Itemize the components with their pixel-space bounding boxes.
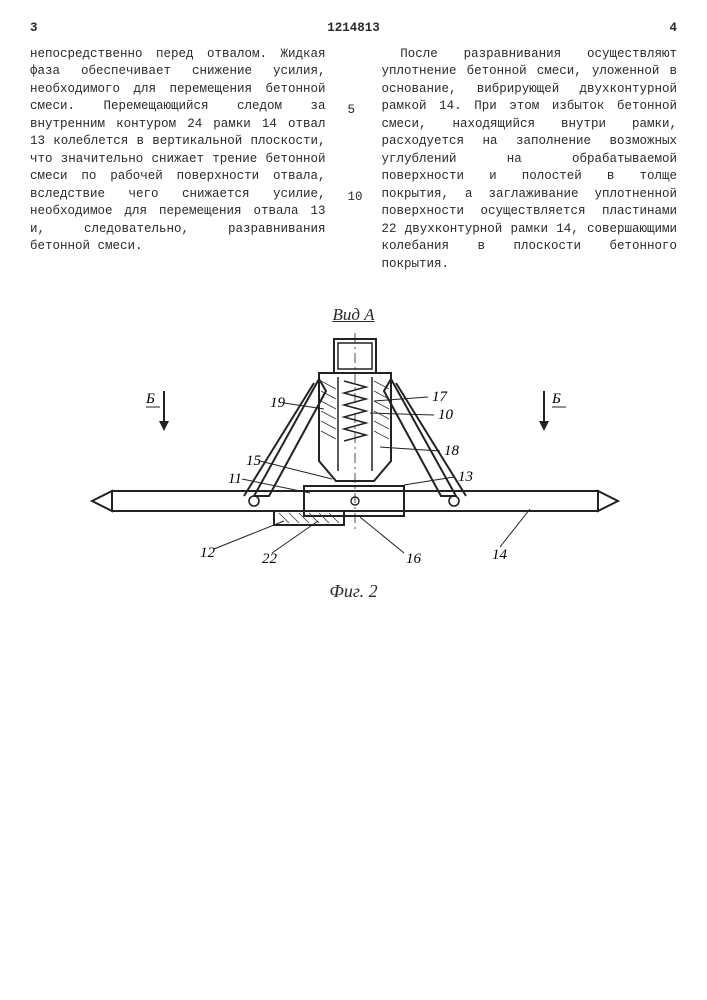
line-marker-5: 5	[348, 102, 356, 120]
svg-text:Б: Б	[551, 391, 561, 407]
figure-svg: Б Б	[74, 331, 634, 581]
svg-text:22: 22	[262, 551, 278, 567]
svg-text:12: 12	[200, 545, 216, 561]
svg-text:19: 19	[270, 395, 286, 411]
svg-text:18: 18	[444, 443, 460, 459]
right-column: После разравнивания осуществляют уплотне…	[382, 46, 678, 274]
line-number-gutter: 5 10	[348, 46, 360, 274]
svg-text:10: 10	[438, 407, 454, 423]
svg-text:17: 17	[432, 389, 449, 405]
text-columns: непосредственно перед отвалом. Жидкая фа…	[30, 46, 677, 274]
line-marker-10: 10	[348, 189, 363, 207]
right-paragraph: После разравнивания осуществляют уплотне…	[382, 46, 678, 274]
svg-text:16: 16	[406, 551, 422, 567]
section-right: Б	[539, 391, 566, 431]
figure-caption: Фиг. 2	[30, 579, 677, 604]
page-header: 3 1214813 4	[30, 20, 677, 38]
svg-text:15: 15	[246, 453, 262, 469]
svg-text:Б: Б	[145, 391, 155, 407]
section-left: Б	[145, 391, 169, 431]
figure-2: Вид A Б Б	[30, 303, 677, 604]
page-left: 3	[30, 20, 38, 38]
svg-text:13: 13	[458, 469, 473, 485]
left-paragraph: непосредственно перед отвалом. Жидкая фа…	[30, 46, 326, 256]
patent-number: 1214813	[327, 20, 380, 38]
svg-text:11: 11	[228, 471, 242, 487]
view-label: Вид A	[30, 303, 677, 327]
left-column: непосредственно перед отвалом. Жидкая фа…	[30, 46, 326, 274]
page-right: 4	[669, 20, 677, 38]
svg-text:14: 14	[492, 547, 508, 563]
